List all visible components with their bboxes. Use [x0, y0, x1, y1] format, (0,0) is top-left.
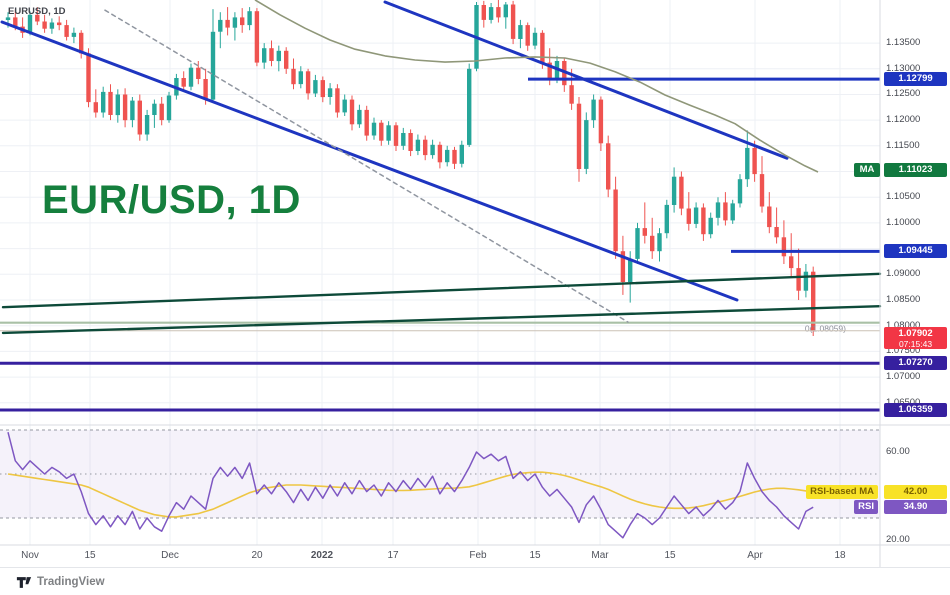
footer-bar: TradingView — [0, 567, 950, 595]
brand-text: TradingView — [37, 576, 105, 588]
dashed-parallel[interactable] — [104, 9, 629, 323]
symbol-watermark: EUR/USD, 1D — [42, 178, 301, 222]
fib-level-label: 0(1.08059) — [805, 324, 846, 334]
rsi-line[interactable] — [7, 432, 814, 539]
candles — [5, 0, 816, 336]
channel-upper[interactable] — [383, 0, 789, 160]
moving-average-line[interactable] — [254, 0, 819, 173]
long-descending-resistance[interactable] — [0, 20, 739, 302]
tradingview-logo[interactable]: TradingView — [16, 576, 105, 589]
rsi-ma-line[interactable] — [7, 471, 814, 518]
rising-support-lower[interactable] — [1, 305, 882, 335]
rising-support-upper[interactable] — [1, 272, 882, 309]
tradingview-icon — [16, 576, 32, 588]
